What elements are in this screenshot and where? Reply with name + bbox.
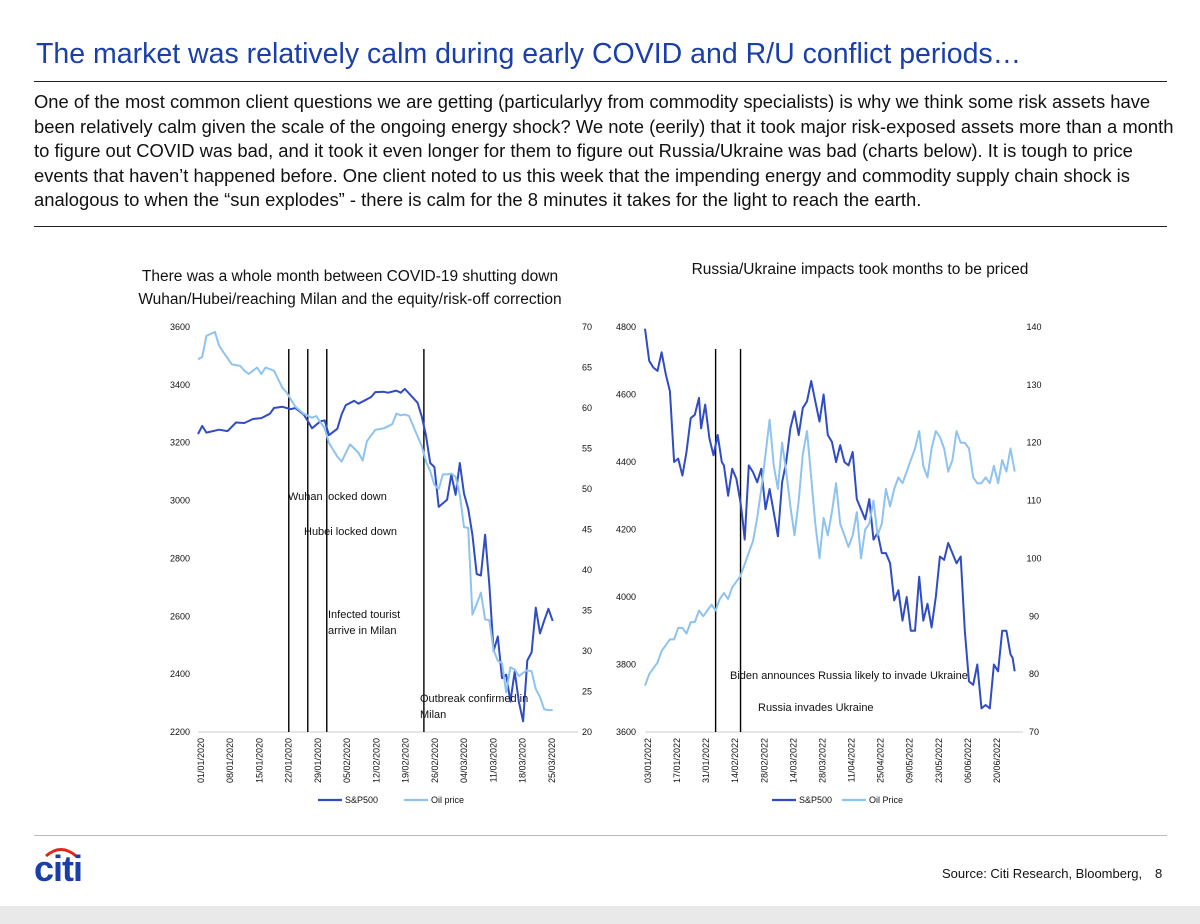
russia-x-tick-label: 14/03/2022	[788, 738, 798, 783]
bottom-strip	[0, 906, 1200, 924]
covid-annotation-label: Hubei locked down	[304, 526, 397, 538]
covid-chart: 3600 3400 3200 3000 2800 2600 2400 2200 70 65 60 55…	[170, 322, 592, 805]
russia-x-tick-label: 17/01/2022	[672, 738, 682, 783]
covid-left-tick-label: 3000	[170, 496, 190, 506]
russia-left-tick-label: 3800	[616, 660, 636, 670]
russia-x-tick-label: 20/06/2022	[992, 738, 1002, 783]
covid-left-tick-label: 2400	[170, 669, 190, 679]
russia-x-tick-label: 28/02/2022	[759, 738, 769, 783]
body-divider	[34, 226, 1167, 227]
covid-right-tick-label: 30	[582, 646, 592, 656]
russia-right-tick-label: 110	[1027, 496, 1041, 506]
covid-right-tick-label: 50	[582, 484, 592, 494]
covid-chart-title-line-1: There was a whole month between COVID-19…	[141, 268, 559, 285]
covid-right-tick-label: 25	[582, 687, 592, 697]
covid-right-tick-label: 70	[582, 322, 592, 332]
russia-right-tick-label: 130	[1026, 380, 1041, 390]
russia-x-tick-label: 28/03/2022	[817, 738, 827, 783]
covid-right-tick-label: 60	[582, 403, 592, 413]
russia-chart-title: Russia/Ukraine impacts took months to be…	[640, 258, 1080, 281]
covid-chart-title: There was a whole month between COVID-19…	[105, 265, 595, 311]
covid-left-tick-label: 2200	[170, 727, 190, 737]
covid-right-tick-label: 40	[582, 565, 592, 575]
covid-x-tick-label: 22/01/2020	[284, 738, 294, 783]
covid-x-tick-label: 18/03/2020	[518, 738, 528, 783]
covid-right-tick-label: 20	[582, 727, 592, 737]
covid-right-tick-label: 45	[582, 525, 592, 535]
russia-right-tick-label: 80	[1029, 669, 1039, 679]
russia-x-tick-label: 06/06/2022	[963, 738, 973, 783]
covid-annotation-label: Infected tourist	[328, 609, 400, 621]
covid-series-oil-line	[197, 330, 553, 712]
russia-left-tick-label: 4200	[616, 525, 636, 535]
russia-x-tick-label: 25/04/2022	[876, 738, 886, 783]
covid-left-tick-label: 3200	[170, 438, 190, 448]
citi-logo: citi	[34, 848, 83, 889]
covid-annotation-label: Outbreak confirmed in	[420, 693, 528, 705]
covid-x-tick-label: 19/02/2020	[401, 738, 411, 783]
covid-x-tick-label: 04/03/2020	[459, 738, 469, 783]
covid-left-tick-label: 3400	[170, 380, 190, 390]
covid-right-tick-label: 35	[582, 606, 592, 616]
russia-chart-title-line-1: Russia/Ukraine impacts took months to be…	[691, 261, 1029, 278]
russia-right-tick-label: 120	[1026, 438, 1041, 448]
russia-series-oil-line	[644, 418, 1016, 687]
russia-annotation-label: Biden announces Russia likely to invade …	[730, 670, 968, 682]
slide-title: The market was relatively calm during ea…	[36, 38, 1022, 70]
title-divider	[34, 81, 1167, 82]
russia-x-tick-label: 11/04/2022	[847, 738, 857, 782]
covid-left-tick-label: 3600	[170, 322, 190, 332]
page-number: 8	[1155, 866, 1163, 881]
footer-divider	[34, 835, 1167, 836]
russia-right-tick-label: 140	[1026, 322, 1041, 332]
russia-left-tick-label: 4800	[616, 322, 636, 332]
covid-chart-title-line-2: Wuhan/Hubei/reaching Milan and the equit…	[138, 291, 562, 308]
covid-left-tick-label: 2600	[170, 611, 190, 621]
covid-legend-label: Oil price	[431, 795, 464, 805]
covid-x-tick-label: 26/02/2020	[430, 738, 440, 783]
source-note: Source: Citi Research, Bloomberg,	[942, 866, 1143, 881]
russia-x-tick-label: 03/01/2022	[643, 738, 653, 783]
russia-left-tick-label: 3600	[616, 727, 636, 737]
covid-x-tick-label: 11/03/2020	[488, 738, 498, 782]
russia-legend-label: S&P500	[799, 795, 832, 805]
covid-x-tick-label: 12/02/2020	[371, 738, 381, 783]
covid-right-tick-label: 55	[582, 444, 592, 454]
russia-annotation-label: Russia invades Ukraine	[758, 702, 874, 714]
covid-annotation-label: arrive in Milan	[328, 625, 396, 637]
russia-x-tick-label: 09/05/2022	[905, 738, 915, 783]
russia-x-tick-label: 14/02/2022	[730, 738, 740, 783]
covid-annotation-label: Wuhan locked down	[288, 491, 387, 503]
covid-x-tick-label: 05/02/2020	[342, 738, 352, 783]
citi-arc-icon	[45, 848, 77, 857]
covid-right-tick-label: 65	[582, 363, 592, 373]
russia-left-tick-label: 4600	[616, 390, 636, 400]
covid-left-tick-label: 2800	[170, 553, 190, 563]
russia-x-tick-label: 23/05/2022	[934, 738, 944, 783]
covid-series-sp500-line	[197, 387, 554, 723]
russia-legend-label: Oil Price	[869, 795, 903, 805]
covid-legend-label: S&P500	[345, 795, 378, 805]
russia-series-sp500-line	[644, 328, 1016, 710]
covid-annotation-label: Milan	[420, 709, 446, 721]
russia-left-tick-label: 4000	[616, 592, 636, 602]
covid-x-tick-label: 01/01/2020	[196, 738, 206, 783]
covid-x-tick-label: 29/01/2020	[313, 738, 323, 783]
russia-right-tick-label: 100	[1026, 553, 1041, 563]
russia-x-tick-label: 31/01/2022	[701, 738, 711, 783]
russia-right-tick-label: 70	[1029, 727, 1039, 737]
covid-x-tick-label: 15/01/2020	[254, 738, 264, 783]
slide-body-text: One of the most common client questions …	[34, 91, 1174, 210]
russia-right-tick-label: 90	[1029, 611, 1039, 621]
covid-x-tick-label: 08/01/2020	[225, 738, 235, 783]
russia-left-tick-label: 4400	[616, 457, 636, 467]
covid-x-tick-label: 25/03/2020	[547, 738, 557, 783]
russia-chart: 4800 4600 4400 4200 4000 3800 3600 140 130 120 110…	[616, 322, 1042, 805]
